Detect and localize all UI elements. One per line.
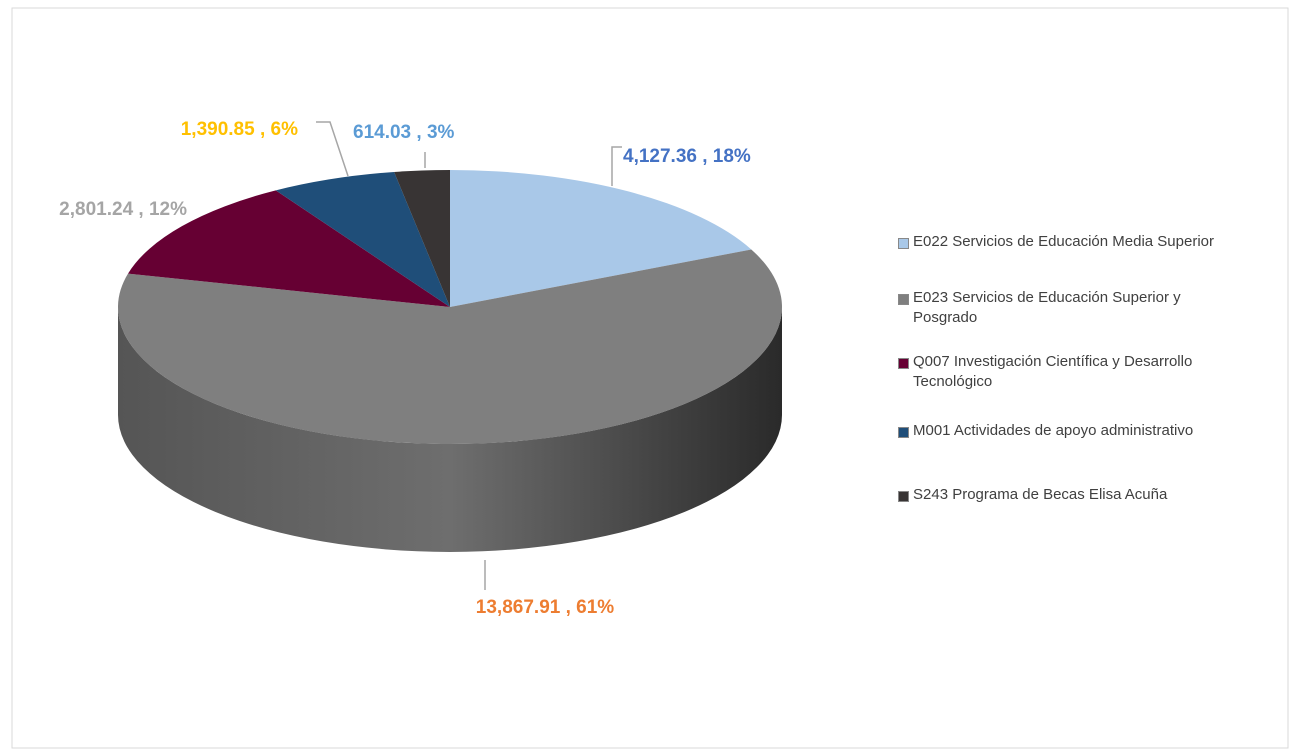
- chart-border: [11, 7, 1289, 749]
- legend-item: Q007 Investigación Científica y Desarrol…: [898, 352, 1238, 392]
- legend-label: E022 Servicios de Educación Media Superi…: [913, 233, 1215, 250]
- pie-slice: [394, 170, 450, 307]
- legend-item: E023 Servicios de Educación Superior y P…: [898, 288, 1238, 328]
- pie-slice: [117, 249, 782, 444]
- pie-slice: [450, 170, 752, 307]
- legend-label: M001 Actividades de apoyo administrativo: [913, 422, 1194, 439]
- legend-label: E023 Servicios de Educación Superior y P…: [913, 289, 1181, 326]
- legend-item: S243 Programa de Becas Elisa Acuña: [898, 485, 1238, 505]
- data-label: 614.03 , 3%: [353, 122, 455, 143]
- pie-slice: [128, 190, 450, 307]
- legend-label: S243 Programa de Becas Elisa Acuña: [913, 486, 1168, 503]
- leader-line: [316, 121, 349, 177]
- legend-swatch: [898, 294, 909, 305]
- data-label: 4,127.36 , 18%: [623, 146, 751, 167]
- pie-side: [118, 307, 782, 552]
- legend-swatch: [898, 491, 909, 502]
- data-label: 1,390.85 , 6%: [181, 119, 298, 140]
- data-label: 2,801.24 , 12%: [59, 199, 187, 220]
- legend-label: Q007 Investigación Científica y Desarrol…: [913, 353, 1193, 390]
- leader-line: [611, 146, 622, 186]
- data-label: 13,867.91 , 61%: [476, 597, 614, 618]
- legend-swatch: [898, 238, 909, 249]
- legend-item: M001 Actividades de apoyo administrativo: [898, 421, 1238, 441]
- legend-swatch: [898, 358, 909, 369]
- legend-swatch: [898, 427, 909, 438]
- legend-item: E022 Servicios de Educación Media Superi…: [898, 232, 1238, 252]
- pie-slice: [275, 171, 450, 307]
